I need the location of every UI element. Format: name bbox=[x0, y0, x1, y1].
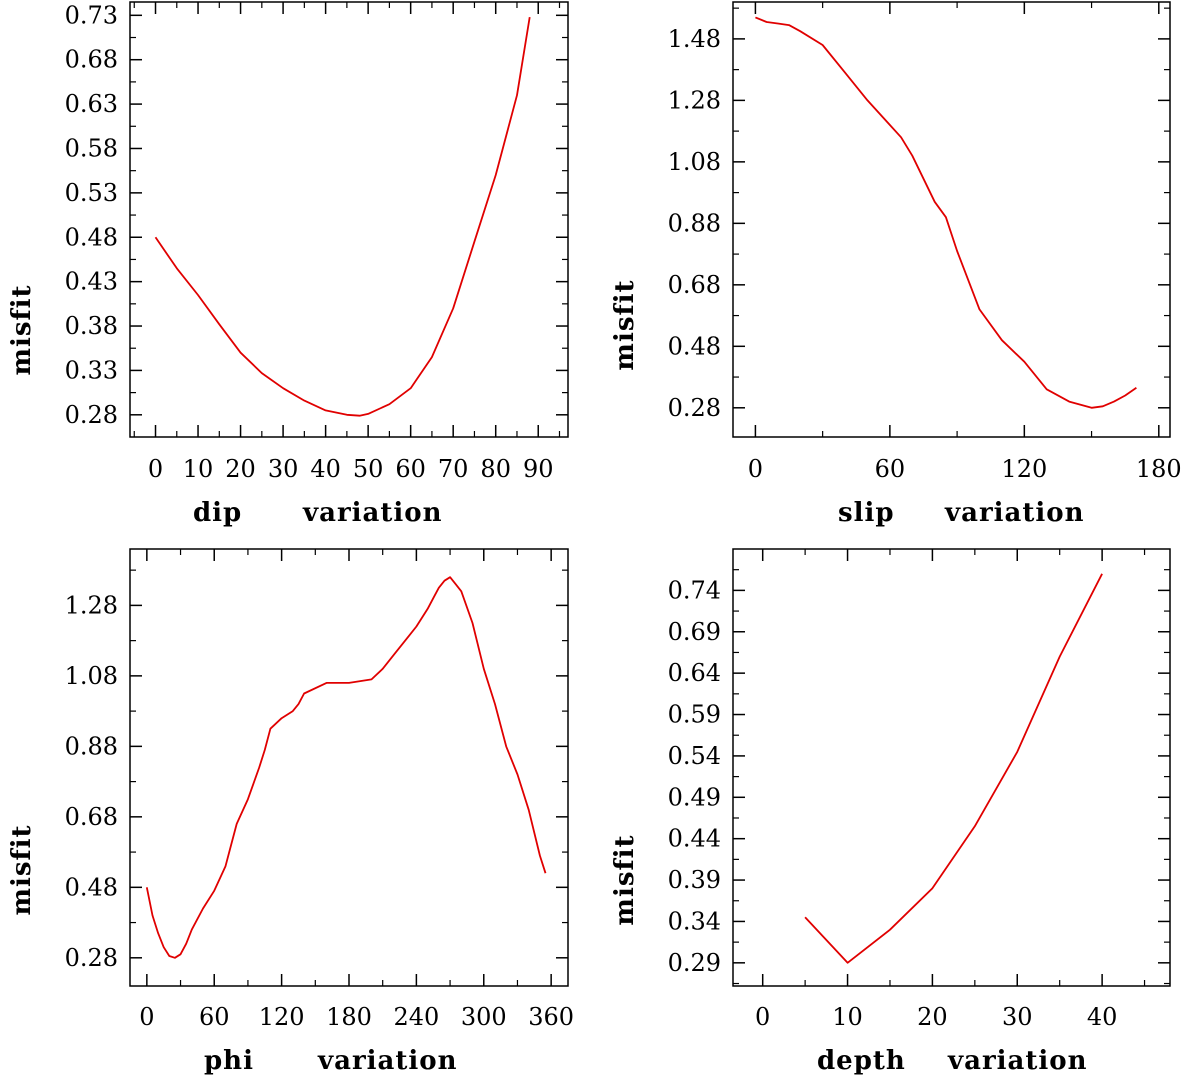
x-tick-label: 50 bbox=[353, 455, 384, 483]
x-tick-label: 0 bbox=[148, 455, 163, 483]
dip-panel: 0.28 0.33 0.38 0.43 0.48 0.53 0.58 0.63 0.68 0.73… bbox=[7, 1, 569, 528]
x-tick-label: 0 bbox=[748, 455, 763, 483]
x-tick-label: 360 bbox=[528, 1003, 574, 1031]
y-tick-label: 0.28 bbox=[65, 944, 118, 972]
x-axis-label-variation: variation bbox=[317, 1046, 458, 1076]
y-axis-label: misfit bbox=[610, 279, 640, 370]
x-axis-label-variation: variation bbox=[302, 498, 443, 528]
y-axis-label: misfit bbox=[7, 824, 37, 915]
x-tick-label: 30 bbox=[268, 455, 299, 483]
x-tick-label: 0 bbox=[755, 1003, 770, 1031]
series-line-phi bbox=[145, 576, 547, 959]
y-tick-label: 0.44 bbox=[668, 825, 721, 853]
y-tick-label: 0.59 bbox=[668, 701, 721, 729]
x-tick-label: 60 bbox=[875, 455, 906, 483]
y-tick-label: 0.48 bbox=[65, 223, 118, 251]
y-tick-label: 0.39 bbox=[668, 866, 721, 894]
y-tick-label: 1.08 bbox=[65, 662, 118, 690]
y-tick-label: 1.28 bbox=[668, 86, 721, 114]
y-tick-label: 0.73 bbox=[65, 1, 118, 29]
y-tick-label: 0.74 bbox=[668, 576, 721, 604]
y-tick-label: 0.43 bbox=[65, 268, 118, 296]
series-line-dip bbox=[154, 16, 531, 417]
plot-frame bbox=[732, 1, 1171, 438]
y-tick-label: 0.49 bbox=[668, 783, 721, 811]
y-tick-label: 0.28 bbox=[668, 394, 721, 422]
series-line-depth bbox=[804, 573, 1103, 964]
x-tick-label: 60 bbox=[395, 455, 426, 483]
y-tick-label: 0.53 bbox=[65, 179, 118, 207]
y-tick-label: 0.28 bbox=[65, 401, 118, 429]
x-tick-label: 0 bbox=[139, 1003, 154, 1031]
y-tick-label: 1.08 bbox=[668, 148, 721, 176]
plot-frame bbox=[129, 1, 569, 438]
x-tick-label: 70 bbox=[438, 455, 469, 483]
y-tick-label: 0.69 bbox=[668, 618, 721, 646]
x-axis-label-name: depth bbox=[817, 1046, 906, 1076]
series-line-slip bbox=[755, 16, 1137, 409]
y-tick-label: 0.54 bbox=[668, 742, 721, 770]
x-tick-label: 90 bbox=[523, 455, 554, 483]
x-tick-label: 240 bbox=[393, 1003, 439, 1031]
plot-frame bbox=[732, 548, 1171, 987]
y-tick-label: 0.88 bbox=[65, 732, 118, 760]
x-axis-label-name: dip bbox=[193, 498, 242, 528]
x-tick-label: 120 bbox=[1001, 455, 1047, 483]
y-tick-label: 0.64 bbox=[668, 659, 721, 687]
x-tick-label: 40 bbox=[310, 455, 341, 483]
x-axis-label-variation: variation bbox=[947, 1046, 1088, 1076]
y-tick-label: 0.48 bbox=[65, 873, 118, 901]
x-axis-label-variation: variation bbox=[944, 498, 1085, 528]
y-tick-label: 0.38 bbox=[65, 312, 118, 340]
y-tick-label: 0.88 bbox=[668, 209, 721, 237]
x-tick-label: 60 bbox=[199, 1003, 230, 1031]
x-tick-label: 80 bbox=[480, 455, 511, 483]
x-axis-label-name: phi bbox=[204, 1046, 254, 1076]
x-axis-label-name: slip bbox=[838, 498, 895, 528]
y-axis-label: misfit bbox=[7, 284, 37, 375]
x-tick-label: 300 bbox=[461, 1003, 507, 1031]
y-tick-label: 1.48 bbox=[668, 25, 721, 53]
x-tick-label: 40 bbox=[1087, 1003, 1118, 1031]
phi-panel: 0.28 0.48 0.68 0.88 1.08 1.28 0 60 120 180 240 300 3… bbox=[7, 548, 574, 1076]
y-tick-label: 0.34 bbox=[668, 907, 721, 935]
y-tick-label: 0.68 bbox=[65, 46, 118, 74]
y-tick-label: 0.63 bbox=[65, 90, 118, 118]
x-tick-label: 180 bbox=[1136, 455, 1182, 483]
y-tick-label: 0.29 bbox=[668, 949, 721, 977]
y-tick-label: 0.58 bbox=[65, 134, 118, 162]
x-tick-label: 30 bbox=[1002, 1003, 1033, 1031]
slip-panel: 0.28 0.48 0.68 0.88 1.08 1.28 1.48 0 60 120 180 sli… bbox=[610, 1, 1182, 528]
x-tick-label: 20 bbox=[225, 455, 256, 483]
x-tick-label: 180 bbox=[326, 1003, 372, 1031]
y-tick-label: 0.68 bbox=[668, 271, 721, 299]
y-tick-label: 0.48 bbox=[668, 332, 721, 360]
y-tick-label: 0.33 bbox=[65, 356, 118, 384]
x-tick-label: 10 bbox=[183, 455, 214, 483]
x-tick-label: 10 bbox=[832, 1003, 863, 1031]
y-axis-label: misfit bbox=[610, 834, 640, 925]
y-tick-label: 0.68 bbox=[65, 803, 118, 831]
y-tick-label: 1.28 bbox=[65, 591, 118, 619]
x-tick-label: 120 bbox=[259, 1003, 305, 1031]
depth-panel: 0.29 0.34 0.39 0.44 0.49 0.54 0.59 0.64 0.69 0.74… bbox=[610, 548, 1171, 1076]
x-tick-label: 20 bbox=[917, 1003, 948, 1031]
